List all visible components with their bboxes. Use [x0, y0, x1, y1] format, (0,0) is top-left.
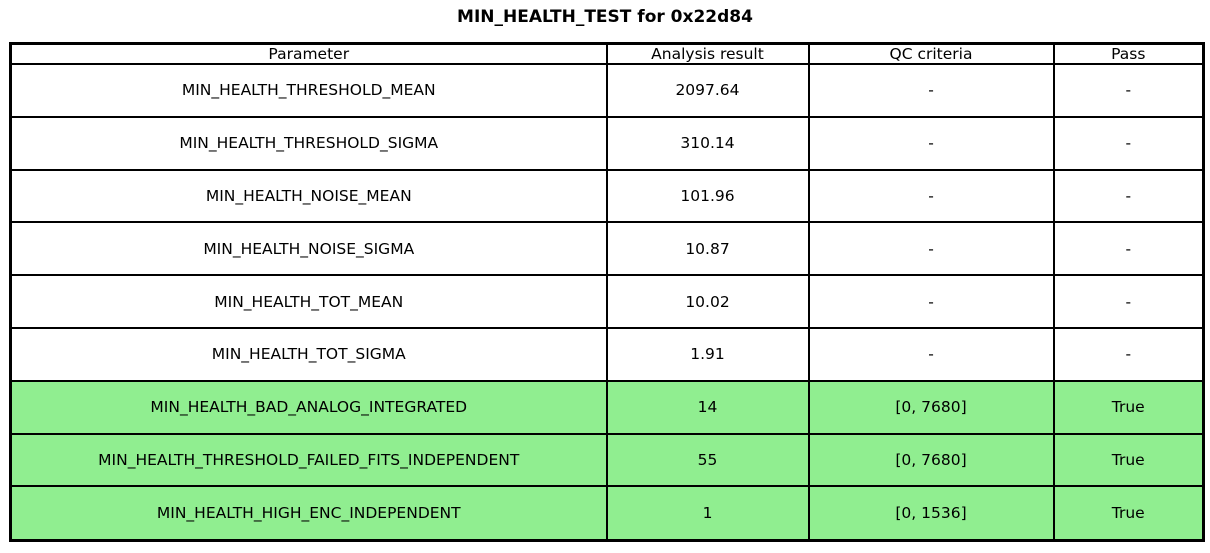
- table-row: MIN_HEALTH_HIGH_ENC_INDEPENDENT 1 [0, 15…: [9, 485, 1205, 542]
- cell-qc-criteria: [0, 7680]: [807, 432, 1055, 488]
- cell-qc-criteria: -: [807, 274, 1055, 329]
- cell-analysis-result: 310.14: [605, 115, 810, 171]
- col-header-analysis-result: Analysis result: [605, 42, 810, 65]
- col-header-pass: Pass: [1052, 42, 1205, 65]
- cell-pass: -: [1052, 168, 1205, 224]
- cell-pass: -: [1052, 221, 1205, 277]
- col-header-qc-criteria: QC criteria: [807, 42, 1055, 65]
- cell-analysis-result: 14: [605, 379, 810, 435]
- cell-qc-criteria: -: [807, 63, 1055, 118]
- cell-pass: -: [1052, 115, 1205, 171]
- table-body: MIN_HEALTH_THRESHOLD_MEAN 2097.64 - - MI…: [9, 63, 1205, 542]
- cell-parameter: MIN_HEALTH_THRESHOLD_SIGMA: [9, 115, 608, 171]
- col-header-parameter: Parameter: [9, 42, 608, 65]
- cell-pass: -: [1052, 326, 1205, 382]
- cell-pass: -: [1052, 63, 1205, 118]
- cell-parameter: MIN_HEALTH_TOT_MEAN: [9, 274, 608, 329]
- cell-pass: -: [1052, 274, 1205, 329]
- cell-parameter: MIN_HEALTH_NOISE_SIGMA: [9, 221, 608, 277]
- cell-qc-criteria: [0, 1536]: [807, 485, 1055, 542]
- cell-analysis-result: 10.87: [605, 221, 810, 277]
- cell-qc-criteria: -: [807, 221, 1055, 277]
- table-row: MIN_HEALTH_TOT_SIGMA 1.91 - -: [9, 326, 1205, 382]
- cell-parameter: MIN_HEALTH_TOT_SIGMA: [9, 326, 608, 382]
- cell-qc-criteria: [0, 7680]: [807, 379, 1055, 435]
- qc-results-table: Parameter Analysis result QC criteria Pa…: [9, 42, 1205, 542]
- cell-parameter: MIN_HEALTH_NOISE_MEAN: [9, 168, 608, 224]
- cell-analysis-result: 55: [605, 432, 810, 488]
- cell-pass: True: [1052, 379, 1205, 435]
- cell-analysis-result: 1.91: [605, 326, 810, 382]
- cell-analysis-result: 101.96: [605, 168, 810, 224]
- cell-analysis-result: 10.02: [605, 274, 810, 329]
- table-row: MIN_HEALTH_NOISE_MEAN 101.96 - -: [9, 168, 1205, 224]
- cell-qc-criteria: -: [807, 326, 1055, 382]
- table-row: MIN_HEALTH_THRESHOLD_MEAN 2097.64 - -: [9, 63, 1205, 118]
- cell-parameter: MIN_HEALTH_THRESHOLD_FAILED_FITS_INDEPEN…: [9, 432, 608, 488]
- cell-qc-criteria: -: [807, 115, 1055, 171]
- table-row: MIN_HEALTH_BAD_ANALOG_INTEGRATED 14 [0, …: [9, 379, 1205, 435]
- cell-parameter: MIN_HEALTH_BAD_ANALOG_INTEGRATED: [9, 379, 608, 435]
- table-row: MIN_HEALTH_THRESHOLD_SIGMA 310.14 - -: [9, 115, 1205, 171]
- cell-pass: True: [1052, 485, 1205, 542]
- table-row: MIN_HEALTH_THRESHOLD_FAILED_FITS_INDEPEN…: [9, 432, 1205, 488]
- cell-qc-criteria: -: [807, 168, 1055, 224]
- table-row: MIN_HEALTH_TOT_MEAN 10.02 - -: [9, 274, 1205, 329]
- header-row: Parameter Analysis result QC criteria Pa…: [9, 42, 1205, 65]
- cell-pass: True: [1052, 432, 1205, 488]
- cell-parameter: MIN_HEALTH_THRESHOLD_MEAN: [9, 63, 608, 118]
- cell-parameter: MIN_HEALTH_HIGH_ENC_INDEPENDENT: [9, 485, 608, 542]
- table-row: MIN_HEALTH_NOISE_SIGMA 10.87 - -: [9, 221, 1205, 277]
- cell-analysis-result: 1: [605, 485, 810, 542]
- cell-analysis-result: 2097.64: [605, 63, 810, 118]
- figure-title: MIN_HEALTH_TEST for 0x22d84: [457, 7, 753, 27]
